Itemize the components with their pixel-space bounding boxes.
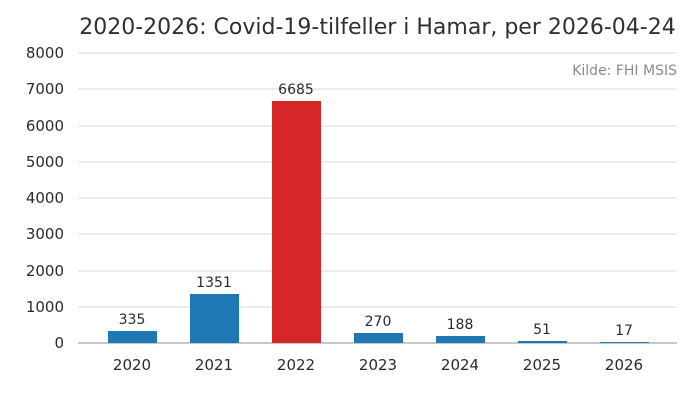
y-tick-label: 1000 (25, 297, 64, 316)
y-tick-label: 5000 (25, 152, 64, 171)
y-tick-label: 0 (54, 334, 64, 352)
gridline (78, 88, 677, 91)
x-tick-label: 2020 (112, 356, 152, 374)
bar-2020 (107, 330, 157, 343)
bar-value-label: 270 (364, 314, 392, 331)
bar-2023 (353, 333, 403, 343)
source-note: Kilde: FHI MSIS (572, 63, 677, 79)
y-tick-label: 8000 (25, 44, 64, 62)
bar-value-label: 335 (118, 311, 146, 328)
y-tick-label: 7000 (25, 80, 64, 99)
bar-value-label: 17 (615, 323, 633, 340)
gridline (78, 124, 677, 127)
x-tick-label: 2022 (276, 356, 316, 374)
chart-title: 2020-2026: Covid-19-tilfeller i Hamar, p… (79, 15, 676, 40)
x-tick-label: 2023 (358, 356, 398, 374)
x-tick-label: 2024 (440, 356, 480, 374)
y-tick-label: 4000 (25, 189, 64, 207)
bar-2025 (517, 341, 567, 343)
gridline (78, 197, 677, 199)
plot-area: 335 1351 6685 270 188 51 17 (78, 52, 677, 344)
bar-2026 (599, 342, 649, 343)
gridline (78, 233, 677, 236)
bar-2022 (271, 100, 321, 343)
bar-value-label: 188 (446, 317, 474, 334)
bar-2021 (189, 294, 239, 343)
bar-value-label: 1351 (196, 275, 232, 292)
gridline (78, 160, 677, 163)
zero-gridline (78, 342, 677, 344)
gridline (78, 305, 677, 308)
y-tick-label: 6000 (25, 116, 64, 135)
bar-value-label: 6685 (278, 81, 314, 98)
y-tick-label: 2000 (25, 261, 64, 280)
x-tick-label: 2026 (604, 356, 644, 374)
x-tick-label: 2021 (194, 356, 234, 374)
gridline (78, 52, 677, 54)
gridline (78, 269, 677, 272)
bar-value-label: 51 (533, 322, 551, 339)
y-tick-label: 3000 (25, 225, 64, 244)
x-tick-label: 2025 (522, 356, 562, 374)
bar-2024 (435, 336, 485, 343)
